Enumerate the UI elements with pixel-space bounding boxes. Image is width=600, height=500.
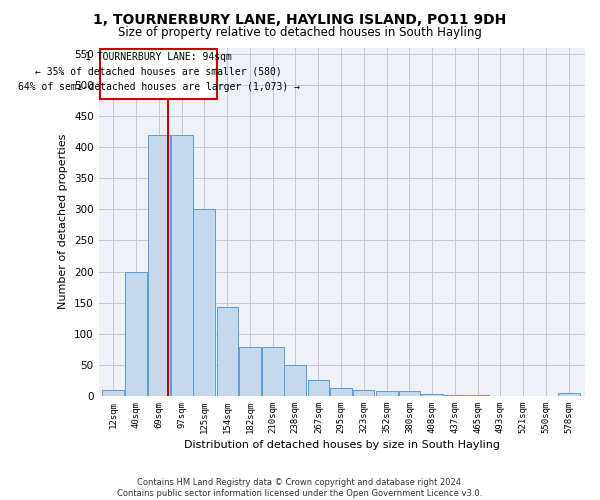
- Bar: [330, 388, 352, 396]
- Bar: [558, 393, 580, 396]
- Bar: [239, 348, 261, 396]
- Bar: [193, 210, 215, 396]
- Bar: [284, 366, 306, 396]
- Y-axis label: Number of detached properties: Number of detached properties: [58, 134, 68, 310]
- FancyBboxPatch shape: [100, 48, 217, 98]
- Bar: [376, 391, 398, 396]
- Bar: [170, 134, 193, 396]
- Text: Contains HM Land Registry data © Crown copyright and database right 2024.
Contai: Contains HM Land Registry data © Crown c…: [118, 478, 482, 498]
- Bar: [421, 394, 443, 396]
- Bar: [398, 391, 421, 396]
- Bar: [353, 390, 374, 396]
- X-axis label: Distribution of detached houses by size in South Hayling: Distribution of detached houses by size …: [184, 440, 500, 450]
- Bar: [125, 272, 146, 396]
- Bar: [262, 348, 284, 396]
- Text: 1, TOURNERBURY LANE, HAYLING ISLAND, PO11 9DH: 1, TOURNERBURY LANE, HAYLING ISLAND, PO1…: [94, 12, 506, 26]
- Text: 64% of semi-detached houses are larger (1,073) →: 64% of semi-detached houses are larger (…: [17, 82, 299, 92]
- Bar: [148, 134, 170, 396]
- Text: Size of property relative to detached houses in South Hayling: Size of property relative to detached ho…: [118, 26, 482, 39]
- Text: 1 TOURNERBURY LANE: 94sqm: 1 TOURNERBURY LANE: 94sqm: [85, 52, 232, 62]
- Bar: [308, 380, 329, 396]
- Bar: [102, 390, 124, 396]
- Bar: [217, 307, 238, 396]
- Text: ← 35% of detached houses are smaller (580): ← 35% of detached houses are smaller (58…: [35, 67, 282, 77]
